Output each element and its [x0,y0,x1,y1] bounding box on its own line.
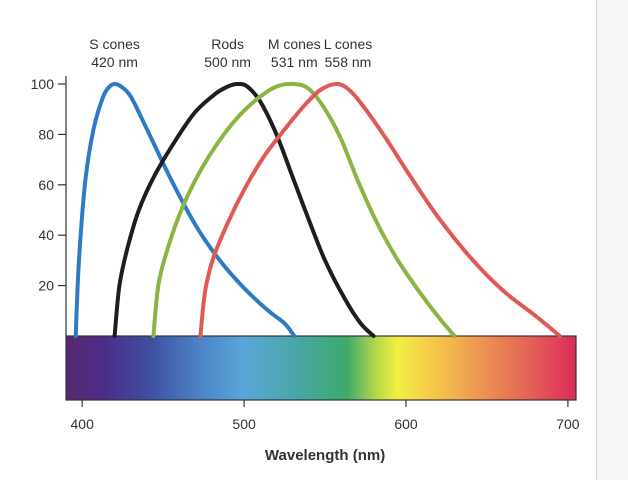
y-tick-label-100: 100 [31,76,55,92]
spectrum-band [65,335,577,401]
curve-l-cones [198,81,562,338]
peak-wavelength-l-cones: 558 nm [325,54,372,70]
x-tick-label-600: 600 [394,416,418,432]
x-tick-label-700: 700 [556,416,580,432]
peak-wavelength-m-cones: 531 nm [271,54,318,70]
x-tick-label-500: 500 [232,416,256,432]
series-name-rods: Rods [211,36,244,52]
side-panel [596,0,628,480]
series-name-m-cones: M cones [268,36,321,52]
series-name-l-cones: L cones [324,36,373,52]
x-tick-label-400: 400 [71,416,95,432]
series-name-s-cones: S cones [89,36,140,52]
y-tick-label-40: 40 [38,227,54,243]
curve-rods [112,81,376,338]
peak-wavelength-s-cones: 420 nm [91,54,138,70]
y-tick-label-80: 80 [38,126,54,142]
y-tick-label-60: 60 [38,177,54,193]
spectral-sensitivity-chart: 100 80 60 40 20 400 500 600 700 Wavelength (nm) S… [31,36,580,464]
x-axis-title: Wavelength (nm) [265,447,385,464]
curve-s-cones [73,82,297,338]
peak-wavelength-rods: 500 nm [204,54,251,70]
curve-m-cones [151,81,457,338]
y-tick-label-20: 20 [38,278,54,294]
